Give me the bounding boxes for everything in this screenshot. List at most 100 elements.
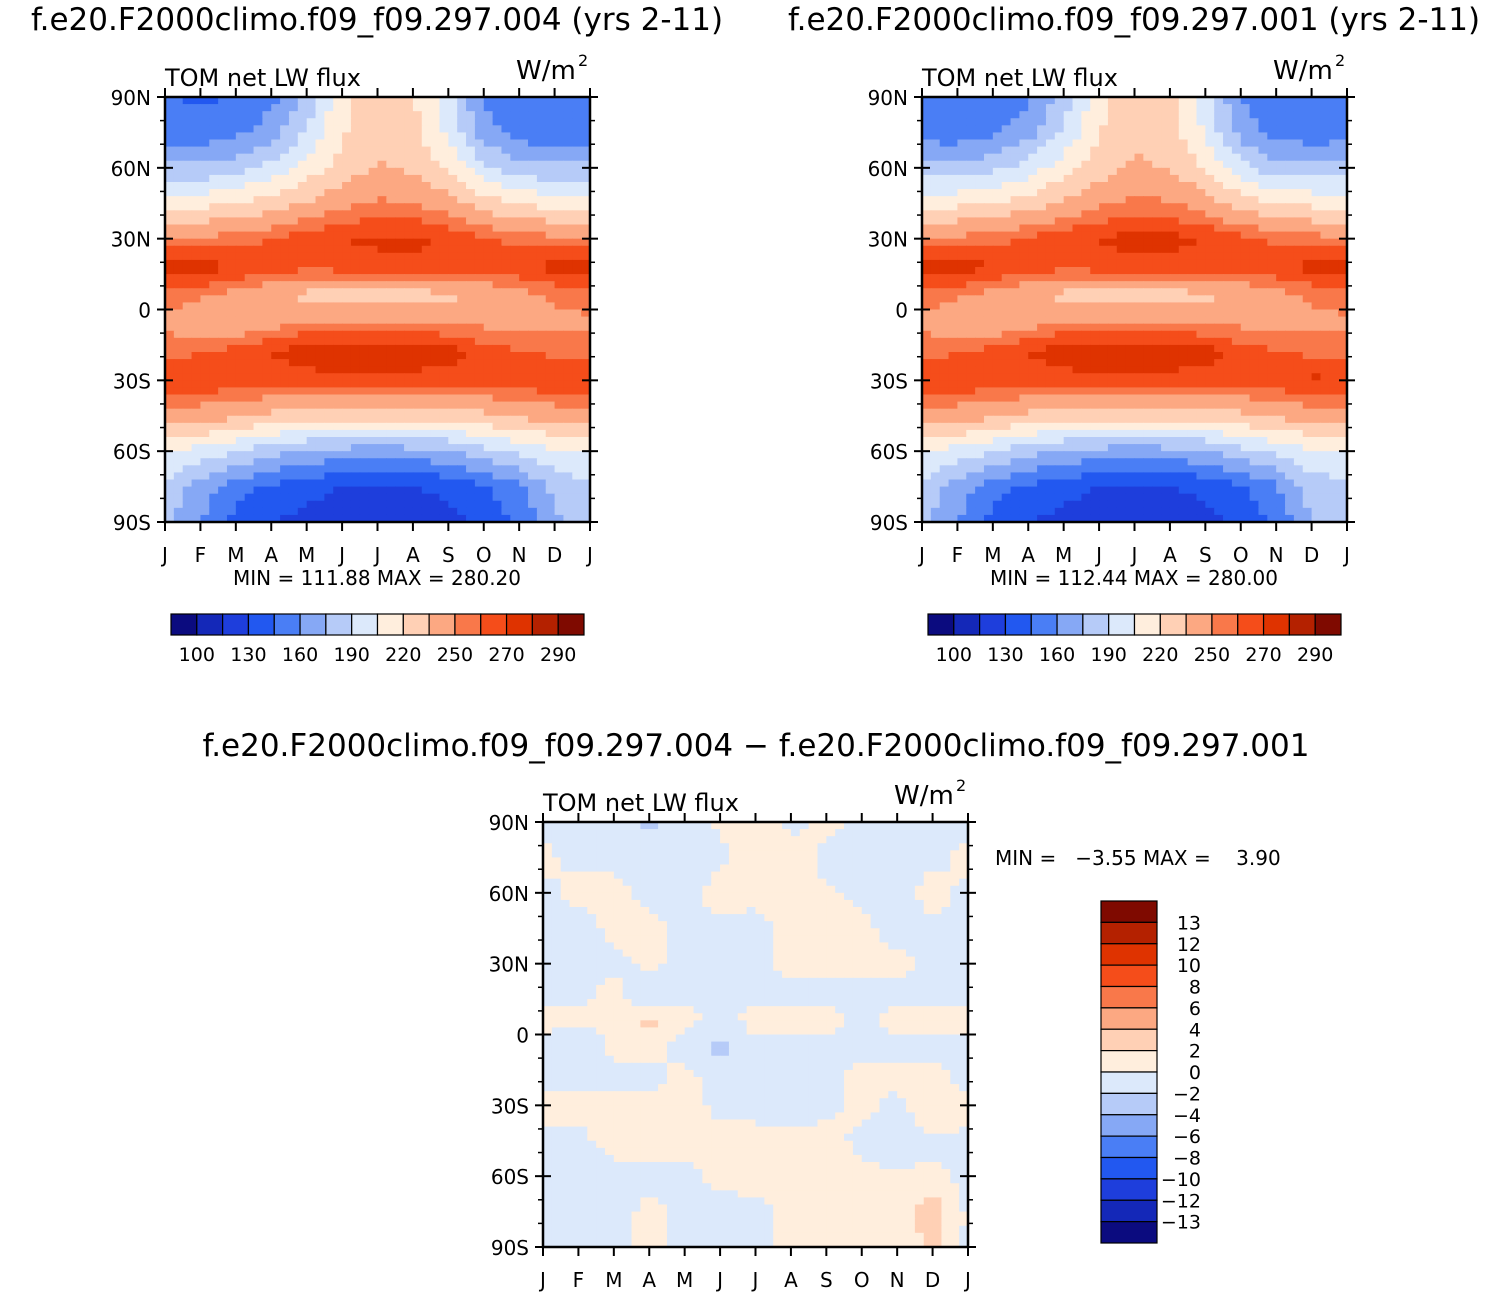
field-cell xyxy=(395,337,405,346)
field-cell xyxy=(1276,359,1286,367)
field-cell xyxy=(1037,139,1047,148)
field-cell xyxy=(253,429,263,438)
field-cell xyxy=(466,267,476,275)
field-cell xyxy=(253,217,263,226)
field-cell xyxy=(1001,352,1012,360)
field-cell xyxy=(1054,160,1065,169)
field-cell xyxy=(492,203,503,211)
field-cell xyxy=(930,344,941,353)
field-cell xyxy=(244,196,255,204)
field-cell xyxy=(1205,118,1215,126)
field-cell xyxy=(324,337,334,346)
field-cell xyxy=(262,245,272,254)
field-cell xyxy=(386,252,396,261)
field-cell xyxy=(1302,104,1313,112)
field-cell xyxy=(1276,366,1286,374)
field-cell xyxy=(992,160,1003,169)
field-cell xyxy=(1302,97,1313,105)
field-cell xyxy=(297,160,308,169)
field-cell xyxy=(368,394,379,403)
field-cell xyxy=(333,118,343,126)
field-cell xyxy=(1258,203,1268,211)
field-cell xyxy=(1276,238,1286,247)
field-cell xyxy=(1019,281,1029,289)
field-cell xyxy=(1293,352,1304,360)
field-cell xyxy=(350,401,361,410)
field-cell xyxy=(1028,238,1038,247)
field-cell xyxy=(315,359,325,367)
field-cell xyxy=(1223,281,1233,289)
field-cell xyxy=(191,323,202,332)
field-cell xyxy=(430,437,441,445)
field-cell xyxy=(262,174,272,183)
field-cell xyxy=(510,323,520,332)
field-cell xyxy=(474,97,485,105)
field-cell xyxy=(1187,238,1198,247)
field-cell xyxy=(930,167,941,176)
field-cell xyxy=(957,217,967,226)
field-cell xyxy=(262,486,272,495)
field-cell xyxy=(235,500,246,509)
field-cell xyxy=(1169,323,1180,332)
field-cell xyxy=(1276,104,1286,112)
field-cell xyxy=(288,387,299,396)
field-cell xyxy=(386,366,396,374)
field-cell xyxy=(271,429,281,438)
field-cell xyxy=(421,394,432,403)
field-cell xyxy=(466,422,476,431)
field-cell xyxy=(519,401,529,410)
field-cell xyxy=(439,514,449,523)
field-cell xyxy=(182,224,193,233)
field-cell xyxy=(297,118,308,126)
field-cell xyxy=(288,146,299,155)
field-cell xyxy=(983,139,994,148)
field-cell xyxy=(930,210,941,219)
field-cell xyxy=(1267,259,1277,268)
field-cell xyxy=(280,231,290,240)
field-cell xyxy=(297,330,308,339)
field-cell xyxy=(1143,153,1153,162)
field-cell xyxy=(1329,132,1339,141)
field-cell xyxy=(297,281,308,289)
field-cell xyxy=(939,359,950,367)
field-cell xyxy=(1285,330,1295,339)
field-cell xyxy=(280,139,290,148)
field-cell xyxy=(1090,344,1100,353)
field-cell xyxy=(209,465,219,474)
field-cell xyxy=(386,153,396,162)
field-cell xyxy=(395,401,405,410)
field-cell xyxy=(572,451,582,459)
field-cell xyxy=(1143,245,1153,254)
field-cell xyxy=(244,203,255,211)
field-cell xyxy=(173,217,184,226)
field-cell xyxy=(528,401,538,410)
field-cell xyxy=(182,422,193,431)
field-cell xyxy=(244,153,255,162)
field-cell xyxy=(572,111,582,119)
field-cell xyxy=(333,274,343,282)
field-cell xyxy=(271,203,281,211)
field-cell xyxy=(1311,125,1322,134)
field-cell xyxy=(1223,344,1233,353)
field-cell xyxy=(1099,337,1109,346)
field-cell xyxy=(581,458,591,466)
field-cell xyxy=(1293,97,1304,105)
field-cell xyxy=(324,323,334,332)
field-cell xyxy=(271,337,281,346)
field-cell xyxy=(430,387,441,396)
field-cell xyxy=(182,507,193,516)
field-cell xyxy=(253,394,263,403)
field-cell xyxy=(528,415,538,424)
field-cell xyxy=(1311,274,1322,282)
field-cell xyxy=(1107,174,1118,183)
field-cell xyxy=(244,437,255,445)
field-cell xyxy=(297,444,308,452)
field-cell xyxy=(165,493,175,502)
field-cell xyxy=(1072,337,1082,346)
field-cell xyxy=(412,337,423,346)
field-cell xyxy=(957,238,967,247)
field-cell xyxy=(983,238,994,247)
field-cell xyxy=(1081,267,1091,275)
field-cell xyxy=(457,302,467,311)
y-tick-label: 60S xyxy=(113,440,151,464)
